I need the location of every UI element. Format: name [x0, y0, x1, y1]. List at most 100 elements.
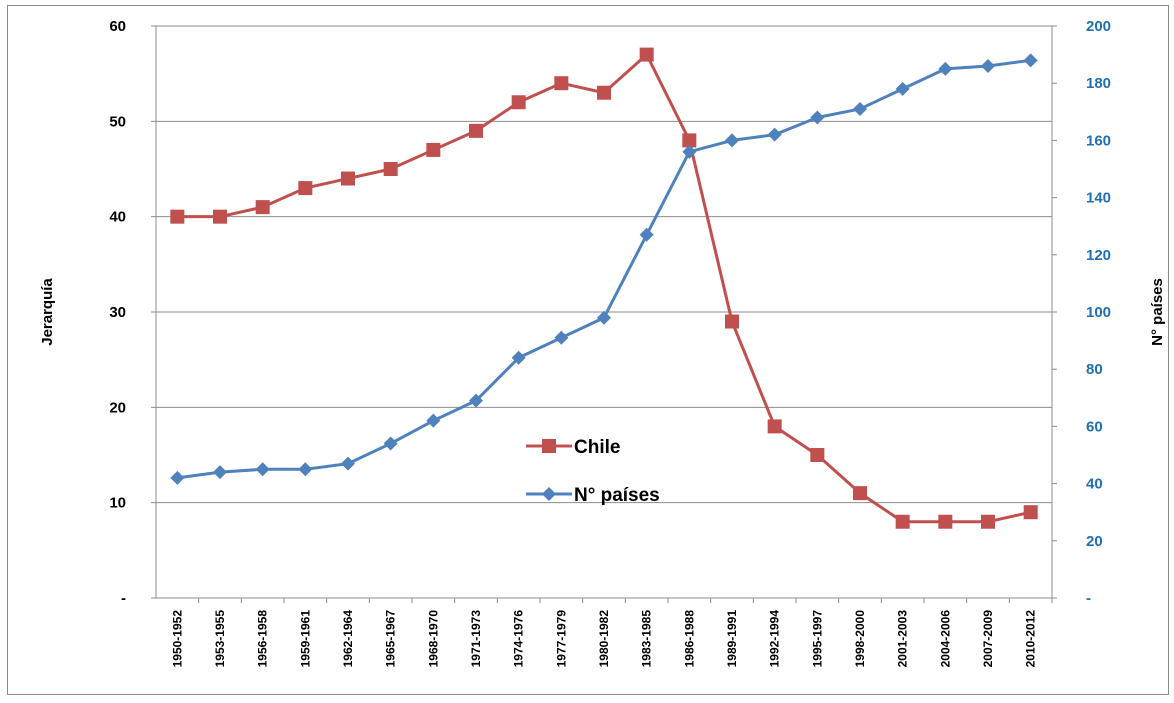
data-point [213, 209, 227, 224]
legend-marker-paises [542, 487, 556, 501]
data-point [810, 110, 825, 125]
data-point [981, 59, 995, 74]
x-tick-label: 1992-1994 [768, 610, 782, 668]
legend: Chile N° países [526, 437, 660, 506]
x-tick-label: 1959-1961 [298, 610, 312, 668]
y-tick-label: 50 [109, 113, 126, 130]
data-point [1023, 53, 1038, 68]
data-point [383, 436, 398, 451]
data-point [938, 61, 953, 76]
series-line [177, 58, 1031, 480]
data-point [725, 314, 739, 329]
x-tick-label: 1953-1955 [213, 610, 227, 668]
data-point [725, 133, 739, 148]
data-point [554, 76, 569, 91]
data-point [298, 462, 313, 477]
data-point [853, 101, 867, 116]
y2-tick-label: - [1086, 590, 1091, 607]
data-point [469, 123, 483, 138]
data-point [298, 181, 313, 196]
data-point [469, 393, 483, 408]
data-point [981, 514, 995, 529]
y-axis-title: Jerarquía [39, 278, 56, 346]
legend-marker-chile [542, 439, 556, 453]
x-tick-label: 1965-1967 [384, 610, 398, 668]
data-point [639, 227, 654, 242]
legend-label-paises: N° países [574, 485, 660, 506]
y-tick-label: 20 [109, 399, 126, 416]
data-point [383, 162, 398, 176]
data-point [767, 127, 782, 142]
data-point [853, 486, 867, 501]
y2-axis-title: N° países [1149, 278, 1166, 346]
series-chile [170, 47, 1038, 529]
data-point [511, 350, 526, 365]
y2-tick-label: 80 [1086, 361, 1103, 378]
y-tick-label: 10 [109, 495, 126, 512]
series-paises [170, 53, 1038, 485]
data-point [170, 470, 185, 485]
chart-frame [7, 5, 1169, 695]
data-point [597, 85, 611, 100]
data-point [170, 209, 185, 224]
data-point [511, 95, 526, 110]
x-tick-label: 1962-1964 [341, 610, 355, 668]
y-tick-label: 40 [109, 209, 126, 226]
x-tick-label: 1983-1985 [640, 610, 654, 668]
x-tick-label: 1998-2000 [853, 610, 867, 668]
y2-tick-label: 120 [1086, 247, 1111, 264]
data-point [597, 310, 611, 325]
right-tick-labels: - 20 40 60 80 100 120 140 160 180 200 [1086, 18, 1111, 607]
x-tick-label: 2007-2009 [981, 610, 995, 668]
data-point [895, 81, 910, 96]
x-tick-label: 2001-2003 [896, 610, 910, 668]
data-point [341, 456, 355, 471]
x-tick-label: 1989-1991 [725, 610, 739, 668]
data-point [255, 200, 270, 215]
y2-tick-label: 200 [1086, 18, 1111, 35]
data-point [895, 514, 910, 529]
x-tick-label: 1968-1970 [426, 610, 440, 668]
x-tick-label: 2004-2006 [938, 610, 952, 668]
left-tick-labels: - 10 20 30 40 50 60 [109, 18, 126, 607]
series [170, 47, 1038, 529]
legend-item-chile: Chile [526, 437, 620, 458]
legend-item-paises: N° países [526, 485, 660, 506]
y2-tick-label: 60 [1086, 418, 1103, 435]
x-tick-label: 1977-1979 [554, 610, 568, 668]
y2-tick-label: 20 [1086, 533, 1103, 550]
x-tick-label: 1980-1982 [597, 610, 611, 668]
data-point [213, 465, 227, 480]
data-point [639, 47, 654, 62]
data-point [341, 171, 355, 186]
data-point [682, 133, 697, 148]
x-tick-label: 1956-1958 [256, 610, 270, 668]
x-tick-label: 2010-2012 [1024, 610, 1038, 668]
data-point [938, 514, 953, 529]
data-point [426, 142, 441, 157]
data-point [426, 413, 441, 428]
y2-tick-label: 140 [1086, 190, 1111, 207]
y2-tick-label: 180 [1086, 75, 1111, 92]
x-tick-label: 1971-1973 [469, 610, 483, 668]
legend-label-chile: Chile [574, 437, 620, 458]
y-tick-label: 30 [109, 304, 126, 321]
y2-tick-label: 40 [1086, 476, 1103, 493]
axes [155, 26, 1053, 599]
x-tick-label: 1974-1976 [512, 610, 526, 668]
y-tick-label: - [121, 590, 126, 607]
data-point [682, 144, 697, 159]
y-tick-label: 60 [109, 18, 126, 35]
y2-tick-label: 100 [1086, 304, 1111, 321]
x-tick-label: 1986-1988 [682, 610, 696, 668]
x-tick-label: 1995-1997 [810, 610, 824, 668]
data-point [767, 419, 782, 434]
x-tick-label: 1950-1952 [170, 610, 184, 668]
data-point [1023, 505, 1038, 520]
data-point [255, 462, 270, 477]
y2-tick-label: 160 [1086, 132, 1111, 149]
x-tick-labels: 1950-1952 1953-1955 1956-1958 1959-1961 1962… [170, 610, 1037, 668]
data-point [810, 448, 825, 462]
data-point [554, 330, 569, 345]
